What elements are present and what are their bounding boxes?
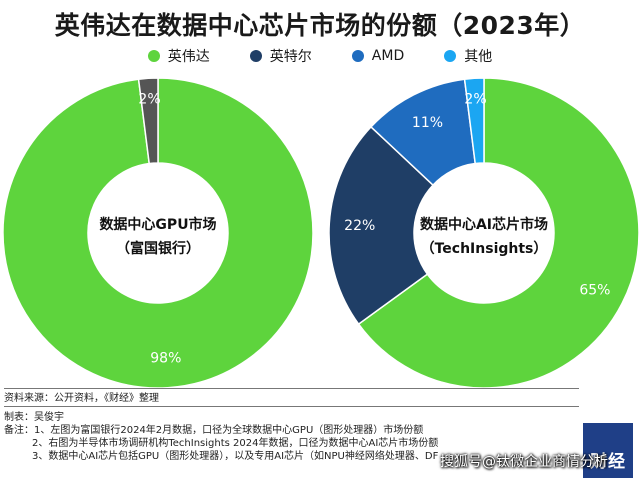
legend-item-amd: AMD bbox=[351, 46, 405, 66]
footer-notes: 制表：吴俊宇 备注：1、左图为富国银行2024年2月数据，口径为全球数据中心GP… bbox=[4, 411, 438, 463]
ai-center-label-0: 数据中心AI芯片市场 bbox=[420, 216, 548, 233]
ai-slice-label-2: 11% bbox=[412, 115, 443, 131]
legend-item-intel: 英特尔 bbox=[249, 46, 312, 66]
divider-top bbox=[4, 388, 579, 389]
legend-label-nvidia: 英伟达 bbox=[167, 49, 210, 65]
footer-note-2: 2、右图为半导体市场调研机构TechInsights 2024年数据，口径为数据… bbox=[32, 438, 439, 449]
legend-label-other: 其他 bbox=[464, 49, 493, 65]
gpu-center-label-0: 数据中心GPU市场 bbox=[99, 216, 216, 233]
ai-slice-label-1: 22% bbox=[344, 218, 375, 234]
legend-item-other: 其他 bbox=[444, 46, 492, 66]
footer-note-1: 备注：1、左图为富国银行2024年2月数据，口径为全球数据中心GPU（图形处理器… bbox=[4, 425, 424, 436]
legend-label-amd: AMD bbox=[371, 48, 405, 64]
gpu-slice-1 bbox=[137, 77, 159, 165]
watermark: 搜狐号@钛微企业商情分析 bbox=[440, 454, 608, 470]
donut-charts: 98% 2% 数据中心GPU市场 （富国银行） 65% 22% 11% 2% 数据中心AI芯片市… bbox=[2, 77, 640, 389]
legend-dot-nvidia bbox=[147, 50, 160, 62]
gpu-slice-0 bbox=[2, 77, 314, 389]
ai-center-label-1: （TechInsights） bbox=[421, 241, 548, 257]
ai-slice-label-0: 65% bbox=[579, 283, 610, 299]
legend: 英伟达 英特尔 AMD 其他 bbox=[0, 46, 640, 66]
legend-dot-other bbox=[444, 50, 457, 62]
footer-note-3: 3、数据中心AI芯片包括GPU（图形处理器），以及专用AI芯片（如NPU神经网络… bbox=[32, 451, 439, 462]
page-title: 英伟达在数据中心芯片市场的份额（2023年） bbox=[54, 11, 586, 40]
legend-label-intel: 英特尔 bbox=[269, 49, 312, 65]
gpu-slice-label-1: 2% bbox=[138, 91, 160, 107]
caijing-logo: 财经 bbox=[583, 423, 633, 478]
ai-slice-3 bbox=[463, 77, 485, 165]
legend-dot-amd bbox=[351, 50, 364, 62]
ai-slice-1 bbox=[328, 125, 435, 326]
divider-bottom bbox=[4, 406, 579, 407]
ai-slice-0 bbox=[357, 77, 640, 389]
legend-item-nvidia: 英伟达 bbox=[147, 46, 210, 66]
footer-source: 资料来源：公开资料，《财经》整理 bbox=[4, 393, 159, 404]
gpu-slice-label-0: 98% bbox=[150, 350, 181, 366]
gpu-center-label-1: （富国银行） bbox=[116, 240, 200, 257]
legend-dot-intel bbox=[249, 50, 262, 62]
ai-slice-label-3: 2% bbox=[464, 91, 486, 107]
footer-maker: 制表：吴俊宇 bbox=[4, 412, 64, 423]
